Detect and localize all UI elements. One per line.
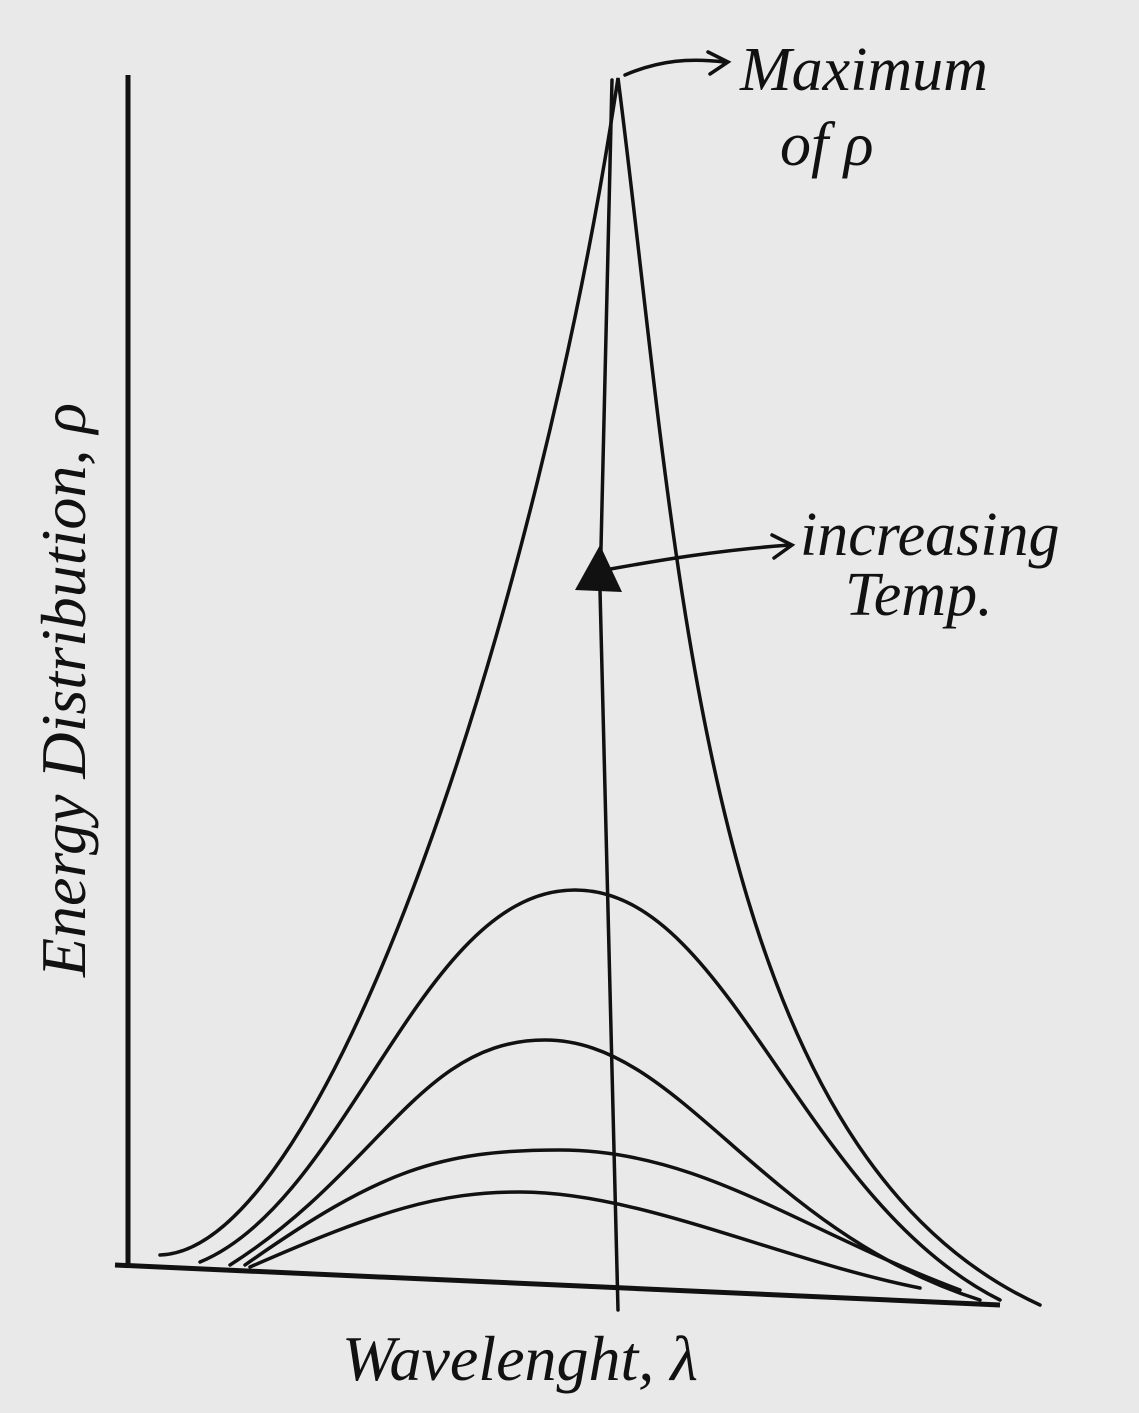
- paper: [0, 0, 1139, 1413]
- y-axis-label: Energy Distribution, ρ: [28, 403, 99, 978]
- annotation-line: of ρ: [780, 111, 873, 179]
- diagram: Maximum of ρ increasing Temp. Energy Dis…: [0, 0, 1139, 1413]
- annotation-line: Maximum: [739, 36, 988, 104]
- annotation-line: increasing: [800, 501, 1059, 569]
- annotation-line: Temp.: [845, 561, 993, 629]
- x-axis-label: Wavelenght, λ: [342, 1323, 698, 1394]
- page: {"y_axis_label": "Energy Distribution, ρ…: [0, 0, 1139, 1413]
